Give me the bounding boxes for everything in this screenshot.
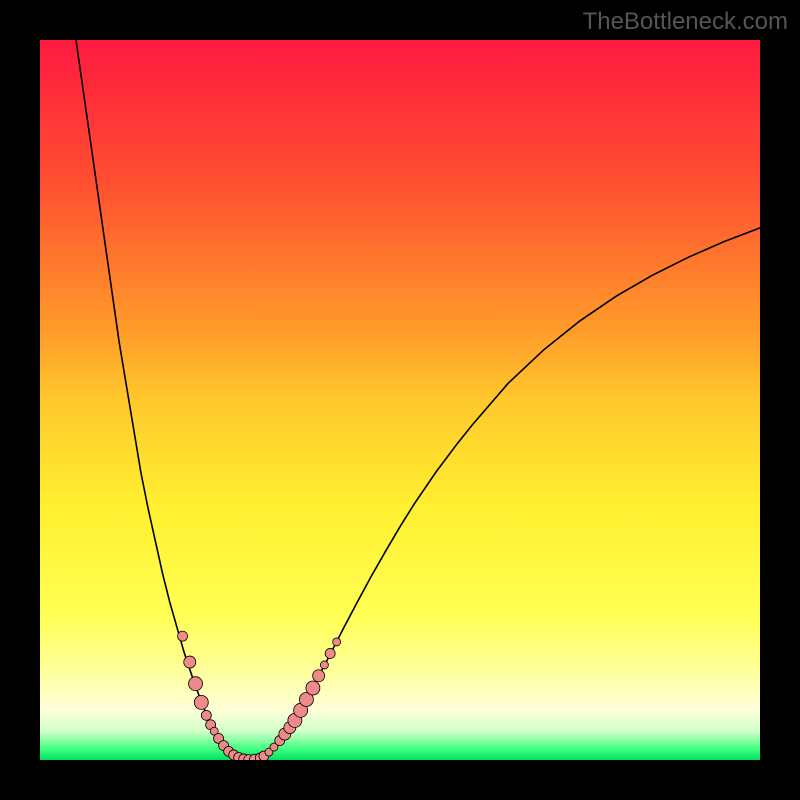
- bottleneck-chart: [40, 40, 760, 760]
- curve-marker: [189, 677, 203, 691]
- curve-marker: [333, 638, 341, 646]
- curve-marker: [313, 670, 325, 682]
- curve-marker: [325, 648, 335, 658]
- chart-background: [40, 40, 760, 760]
- curve-marker: [184, 656, 196, 668]
- curve-marker: [320, 661, 328, 669]
- curve-marker: [306, 681, 320, 695]
- curve-marker: [194, 695, 208, 709]
- chart-container: TheBottleneck.com: [0, 0, 800, 800]
- curve-marker: [201, 710, 211, 720]
- curve-marker: [178, 631, 188, 641]
- watermark-text: TheBottleneck.com: [583, 8, 788, 36]
